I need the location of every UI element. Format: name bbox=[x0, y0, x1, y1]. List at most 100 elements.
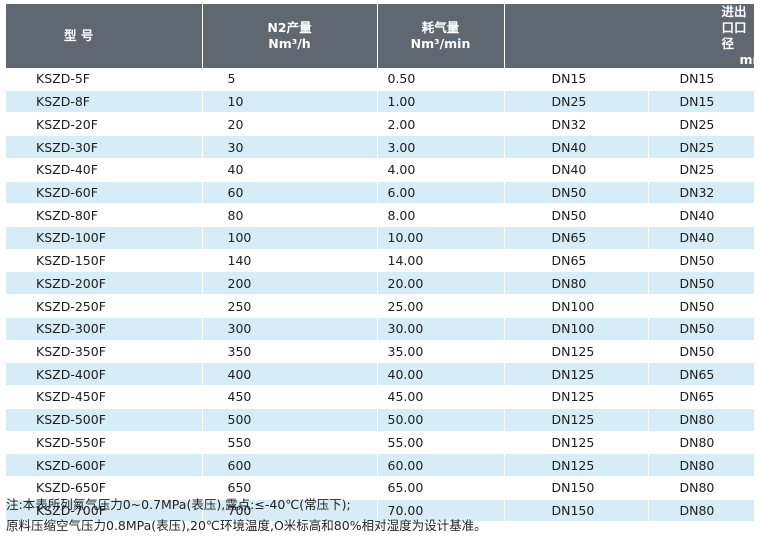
cell-n2-output: 140 bbox=[202, 249, 378, 273]
cell-inlet-diameter: DN100 bbox=[504, 294, 649, 318]
cell-model: KSZD-250F bbox=[6, 294, 203, 318]
cell-inlet-diameter: DN50 bbox=[504, 181, 649, 205]
table-header: 型 号 N2产量 Nm³/h 耗气量 Nm³/min 进出口口径 mm bbox=[6, 4, 761, 68]
cell-outlet-diameter: DN80 bbox=[648, 453, 755, 477]
cell-model: KSZD-5F bbox=[6, 68, 203, 91]
table-row: KSZD-30F 30 3.00 DN40 DN25 bbox=[6, 135, 755, 159]
table-row: KSZD-5F 5 0.50 DN15 DN15 bbox=[6, 68, 755, 91]
cell-model: KSZD-450F bbox=[6, 385, 203, 409]
cell-gas-consumption: 40.00 bbox=[377, 362, 505, 387]
cell-outlet-diameter: DN80 bbox=[648, 499, 755, 523]
cell-inlet-diameter: DN15 bbox=[504, 68, 649, 91]
cell-gas-consumption: 4.00 bbox=[377, 158, 505, 182]
note-line-1: 注:本表所列氮气压力0~0.7MPa(表压),露点:≤-40℃(常压下); bbox=[6, 497, 351, 512]
cell-gas-consumption: 45.00 bbox=[377, 385, 505, 409]
cell-gas-consumption: 50.00 bbox=[377, 408, 505, 432]
cell-outlet-diameter: DN50 bbox=[648, 249, 755, 273]
table-row: KSZD-60F 60 6.00 DN50 DN32 bbox=[6, 181, 755, 205]
header-n2-unit: Nm³/h bbox=[268, 36, 311, 51]
cell-n2-output: 650 bbox=[202, 476, 378, 500]
cell-outlet-diameter: DN50 bbox=[648, 340, 755, 364]
cell-inlet-diameter: DN25 bbox=[504, 90, 649, 114]
cell-n2-output: 10 bbox=[202, 90, 378, 114]
cell-model: KSZD-20F bbox=[6, 112, 203, 137]
header-port-diameter: 进出口口径 mm bbox=[504, 4, 761, 68]
cell-inlet-diameter: DN125 bbox=[504, 431, 649, 455]
table-row: KSZD-20F 20 2.00 DN32 DN25 bbox=[6, 112, 755, 137]
table-row: KSZD-700F 700 70.00 DN150 DN80 bbox=[6, 499, 755, 523]
cell-outlet-diameter: DN32 bbox=[648, 181, 755, 205]
cell-inlet-diameter: DN65 bbox=[504, 226, 649, 250]
cell-n2-output: 300 bbox=[202, 317, 378, 341]
cell-outlet-diameter: DN15 bbox=[648, 90, 755, 114]
cell-gas-consumption: 20.00 bbox=[377, 271, 505, 296]
cell-n2-output: 400 bbox=[202, 362, 378, 387]
cell-n2-output: 80 bbox=[202, 203, 378, 228]
cell-inlet-diameter: DN100 bbox=[504, 317, 649, 341]
cell-model: KSZD-40F bbox=[6, 158, 203, 182]
cell-model: KSZD-30F bbox=[6, 135, 203, 159]
cell-outlet-diameter: DN25 bbox=[648, 158, 755, 182]
cell-n2-output: 5 bbox=[202, 68, 378, 91]
table-row: KSZD-350F 350 35.00 DN125 DN50 bbox=[6, 340, 755, 364]
cell-gas-consumption: 10.00 bbox=[377, 226, 505, 250]
table-row: KSZD-150F 140 14.00 DN65 DN50 bbox=[6, 249, 755, 273]
table-row: KSZD-8F 10 1.00 DN25 DN15 bbox=[6, 90, 755, 114]
cell-gas-consumption: 3.00 bbox=[377, 135, 505, 159]
cell-n2-output: 550 bbox=[202, 431, 378, 455]
cell-gas-consumption: 0.50 bbox=[377, 68, 505, 91]
cell-model: KSZD-100F bbox=[6, 226, 203, 250]
spec-table: 型 号 N2产量 Nm³/h 耗气量 Nm³/min 进出口口径 mm KSZD… bbox=[6, 4, 761, 523]
note-line-2: 原料压缩空气压力0.8MPa(表压),20℃环境温度,O米标高和80%相对湿度为… bbox=[6, 518, 487, 533]
header-gas-unit: Nm³/min bbox=[410, 36, 471, 51]
cell-n2-output: 30 bbox=[202, 135, 378, 159]
cell-n2-output: 20 bbox=[202, 112, 378, 137]
header-gas-title: 耗气量 bbox=[421, 20, 460, 35]
cell-model: KSZD-600F bbox=[6, 453, 203, 477]
cell-n2-output: 40 bbox=[202, 158, 378, 182]
cell-inlet-diameter: DN65 bbox=[504, 249, 649, 273]
cell-outlet-diameter: DN50 bbox=[648, 294, 755, 318]
cell-gas-consumption: 14.00 bbox=[377, 249, 505, 273]
cell-n2-output: 450 bbox=[202, 385, 378, 409]
cell-inlet-diameter: DN125 bbox=[504, 385, 649, 409]
table-row: KSZD-300F 300 30.00 DN100 DN50 bbox=[6, 317, 755, 341]
cell-inlet-diameter: DN125 bbox=[504, 408, 649, 432]
header-port-title: 进出口口径 bbox=[721, 4, 747, 51]
cell-outlet-diameter: DN80 bbox=[648, 431, 755, 455]
cell-outlet-diameter: DN40 bbox=[648, 203, 755, 228]
cell-model: KSZD-650F bbox=[6, 476, 203, 500]
header-n2-title: N2产量 bbox=[267, 20, 312, 35]
cell-outlet-diameter: DN50 bbox=[648, 271, 755, 296]
cell-gas-consumption: 30.00 bbox=[377, 317, 505, 341]
cell-gas-consumption: 8.00 bbox=[377, 203, 505, 228]
cell-outlet-diameter: DN80 bbox=[648, 408, 755, 432]
cell-inlet-diameter: DN125 bbox=[504, 340, 649, 364]
cell-n2-output: 600 bbox=[202, 453, 378, 477]
cell-model: KSZD-550F bbox=[6, 431, 203, 455]
cell-gas-consumption: 55.00 bbox=[377, 431, 505, 455]
header-row: 型 号 N2产量 Nm³/h 耗气量 Nm³/min 进出口口径 mm bbox=[6, 4, 761, 68]
cell-model: KSZD-700F bbox=[6, 499, 203, 523]
cell-n2-output: 700 bbox=[202, 499, 378, 523]
cell-inlet-diameter: DN125 bbox=[504, 362, 649, 387]
table-row: KSZD-80F 80 8.00 DN50 DN40 bbox=[6, 203, 755, 228]
cell-inlet-diameter: DN40 bbox=[504, 158, 649, 182]
cell-outlet-diameter: DN80 bbox=[648, 476, 755, 500]
table-row: KSZD-200F 200 20.00 DN80 DN50 bbox=[6, 271, 755, 296]
table-row: KSZD-400F 400 40.00 DN125 DN65 bbox=[6, 362, 755, 387]
cell-inlet-diameter: DN40 bbox=[504, 135, 649, 159]
table-row: KSZD-250F 250 25.00 DN100 DN50 bbox=[6, 294, 755, 318]
cell-gas-consumption: 70.00 bbox=[377, 499, 505, 523]
cell-model: KSZD-350F bbox=[6, 340, 203, 364]
cell-inlet-diameter: DN80 bbox=[504, 271, 649, 296]
cell-n2-output: 350 bbox=[202, 340, 378, 364]
table-body: KSZD-5F 5 0.50 DN15 DN15 KSZD-8F 10 1.00 DN25 DN1… bbox=[6, 68, 755, 523]
table-row: KSZD-40F 40 4.00 DN40 DN25 bbox=[6, 158, 755, 182]
cell-gas-consumption: 35.00 bbox=[377, 340, 505, 364]
cell-model: KSZD-200F bbox=[6, 271, 203, 296]
table-row: KSZD-600F 600 60.00 DN125 DN80 bbox=[6, 453, 755, 477]
header-gas-consumption: 耗气量 Nm³/min bbox=[377, 4, 505, 68]
cell-outlet-diameter: DN40 bbox=[648, 226, 755, 250]
cell-gas-consumption: 65.00 bbox=[377, 476, 505, 500]
